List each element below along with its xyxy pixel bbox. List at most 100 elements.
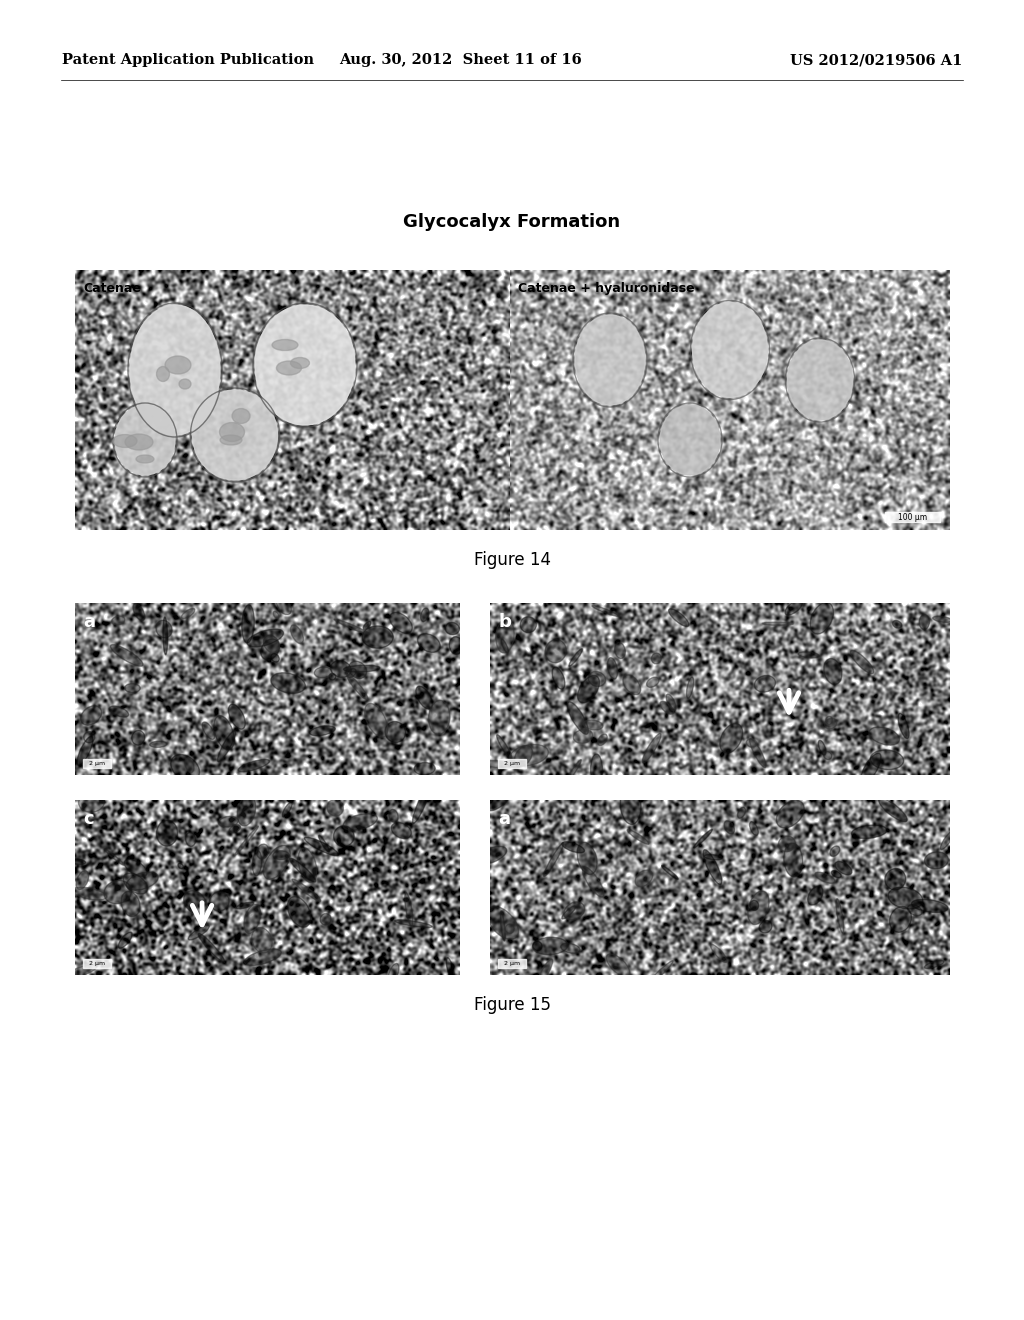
Ellipse shape bbox=[199, 933, 225, 962]
Ellipse shape bbox=[660, 405, 720, 475]
Ellipse shape bbox=[329, 673, 336, 680]
Ellipse shape bbox=[911, 899, 948, 912]
Bar bbox=[83, 960, 111, 968]
Ellipse shape bbox=[185, 758, 195, 772]
Ellipse shape bbox=[810, 602, 834, 634]
Ellipse shape bbox=[181, 609, 195, 619]
Ellipse shape bbox=[136, 455, 154, 463]
Ellipse shape bbox=[486, 793, 509, 810]
Ellipse shape bbox=[925, 961, 944, 969]
Ellipse shape bbox=[103, 880, 132, 904]
Ellipse shape bbox=[72, 887, 106, 900]
Ellipse shape bbox=[835, 862, 852, 875]
Ellipse shape bbox=[217, 730, 236, 762]
Ellipse shape bbox=[711, 944, 727, 962]
Ellipse shape bbox=[824, 718, 837, 729]
Ellipse shape bbox=[885, 869, 906, 890]
Ellipse shape bbox=[365, 704, 388, 738]
Ellipse shape bbox=[79, 793, 104, 812]
Ellipse shape bbox=[183, 891, 207, 913]
Text: US 2012/0219506 A1: US 2012/0219506 A1 bbox=[790, 53, 962, 67]
Ellipse shape bbox=[662, 866, 678, 879]
Ellipse shape bbox=[888, 887, 923, 909]
Ellipse shape bbox=[394, 920, 432, 928]
Text: Glycocalyx Formation: Glycocalyx Formation bbox=[403, 213, 621, 231]
Ellipse shape bbox=[314, 667, 332, 678]
Ellipse shape bbox=[606, 954, 630, 977]
Ellipse shape bbox=[84, 731, 95, 743]
Ellipse shape bbox=[331, 660, 351, 677]
Ellipse shape bbox=[825, 717, 833, 725]
Ellipse shape bbox=[477, 846, 507, 865]
Ellipse shape bbox=[115, 405, 175, 475]
Ellipse shape bbox=[391, 822, 412, 838]
Ellipse shape bbox=[157, 367, 170, 381]
Ellipse shape bbox=[291, 624, 303, 644]
Ellipse shape bbox=[925, 851, 948, 869]
Ellipse shape bbox=[564, 902, 585, 920]
Ellipse shape bbox=[343, 665, 380, 672]
Ellipse shape bbox=[532, 937, 568, 954]
Ellipse shape bbox=[667, 694, 676, 711]
Ellipse shape bbox=[565, 759, 582, 784]
Ellipse shape bbox=[646, 677, 659, 688]
Ellipse shape bbox=[309, 726, 335, 735]
Ellipse shape bbox=[270, 653, 280, 663]
Ellipse shape bbox=[236, 902, 254, 909]
Ellipse shape bbox=[228, 705, 246, 729]
Ellipse shape bbox=[646, 961, 673, 986]
Ellipse shape bbox=[165, 356, 191, 374]
Ellipse shape bbox=[785, 601, 803, 615]
Text: Figure 15: Figure 15 bbox=[473, 997, 551, 1014]
Ellipse shape bbox=[364, 622, 371, 630]
Ellipse shape bbox=[125, 434, 153, 450]
Ellipse shape bbox=[244, 904, 260, 933]
Ellipse shape bbox=[193, 389, 278, 480]
Ellipse shape bbox=[421, 609, 429, 622]
Ellipse shape bbox=[879, 799, 907, 822]
Ellipse shape bbox=[385, 722, 406, 743]
Ellipse shape bbox=[669, 609, 689, 627]
Ellipse shape bbox=[693, 829, 713, 847]
Ellipse shape bbox=[850, 651, 873, 673]
Ellipse shape bbox=[898, 713, 909, 739]
Ellipse shape bbox=[703, 850, 722, 884]
Ellipse shape bbox=[327, 800, 343, 816]
Ellipse shape bbox=[163, 616, 168, 655]
Ellipse shape bbox=[870, 750, 904, 770]
Ellipse shape bbox=[588, 672, 606, 686]
Text: Patent Application Publication: Patent Application Publication bbox=[62, 53, 314, 67]
Ellipse shape bbox=[272, 851, 290, 859]
Ellipse shape bbox=[150, 741, 167, 747]
Text: Figure 14: Figure 14 bbox=[473, 550, 551, 569]
Ellipse shape bbox=[304, 837, 339, 855]
Ellipse shape bbox=[808, 886, 823, 906]
Ellipse shape bbox=[578, 676, 599, 702]
Ellipse shape bbox=[823, 659, 842, 684]
Ellipse shape bbox=[348, 661, 367, 678]
Ellipse shape bbox=[852, 825, 887, 838]
Ellipse shape bbox=[234, 826, 258, 855]
Bar bbox=[885, 512, 940, 521]
Ellipse shape bbox=[776, 800, 804, 828]
Ellipse shape bbox=[724, 821, 734, 834]
Ellipse shape bbox=[514, 746, 532, 767]
Ellipse shape bbox=[125, 684, 140, 693]
Ellipse shape bbox=[276, 360, 301, 375]
Ellipse shape bbox=[263, 845, 290, 879]
Ellipse shape bbox=[778, 836, 796, 851]
Ellipse shape bbox=[343, 813, 378, 830]
Ellipse shape bbox=[659, 701, 674, 714]
Ellipse shape bbox=[179, 379, 191, 389]
Ellipse shape bbox=[591, 754, 602, 785]
Ellipse shape bbox=[272, 339, 298, 351]
Text: 100 μm: 100 μm bbox=[898, 512, 928, 521]
Ellipse shape bbox=[562, 906, 575, 919]
Ellipse shape bbox=[748, 891, 769, 924]
Ellipse shape bbox=[445, 623, 460, 635]
Ellipse shape bbox=[505, 924, 514, 933]
Ellipse shape bbox=[185, 833, 196, 846]
Ellipse shape bbox=[651, 653, 662, 664]
Ellipse shape bbox=[218, 816, 239, 828]
Ellipse shape bbox=[583, 719, 603, 730]
